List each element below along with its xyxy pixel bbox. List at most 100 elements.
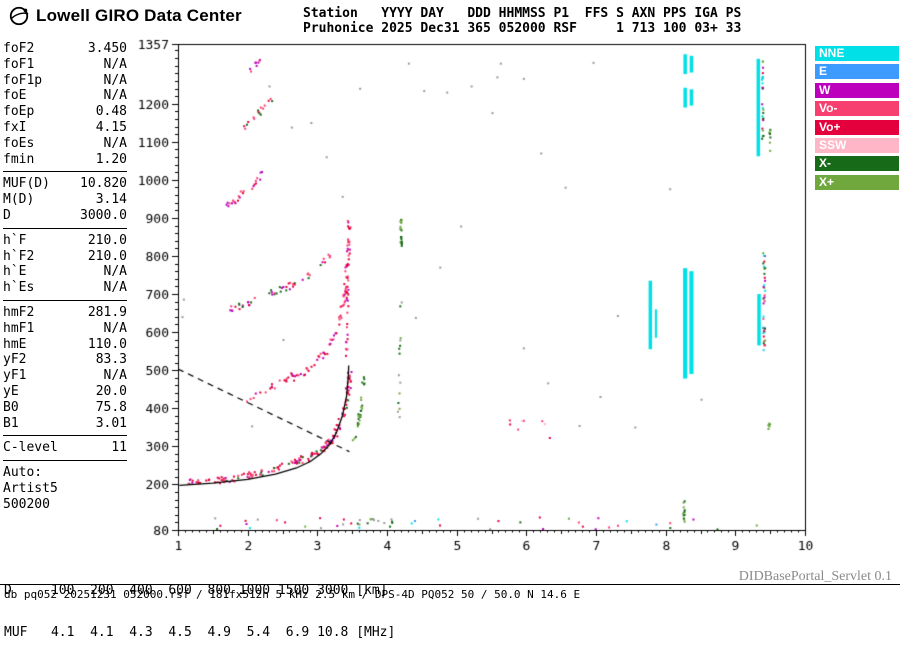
param-value: 11: [111, 440, 127, 456]
param-row-MUF(D): MUF(D) 10.820: [3, 176, 127, 192]
echo-direction-legend: NNE E W Vo- Vo+ SSW X- X+: [815, 46, 899, 193]
ionogram-plot[interactable]: [0, 0, 900, 600]
param-label: foF1: [3, 56, 35, 72]
legend-item-X+: X+: [815, 174, 899, 190]
status-line: db pq052 20251231 052000.rsf / 181fx512h…: [4, 588, 581, 601]
servlet-version-label: DIDBasePortal_Servlet 0.1: [738, 569, 892, 584]
param-value: N/A: [103, 264, 127, 280]
auto-scaler-info: Artist5: [3, 480, 58, 496]
station-header: Station YYYY DAY DDD HHMMSS P1 FFS S AXN…: [303, 6, 741, 36]
param-value: N/A: [103, 368, 127, 384]
auto-scaler-info: 500200: [3, 496, 50, 512]
param-row-B1: B1 3.01: [3, 416, 127, 432]
param-row-D: D 3000.0: [3, 208, 127, 224]
separator: [3, 299, 127, 301]
param-row-h`F: h`F 210.0: [3, 233, 127, 249]
param-row-B0: B0 75.8: [3, 400, 127, 416]
param-value: 10.820: [80, 176, 127, 192]
param-row-yF2: yF2 83.3: [3, 352, 127, 368]
param-row-foF2: foF2 3.450: [3, 41, 127, 57]
param-label: hmF1: [3, 320, 35, 336]
param-value: 3.14: [95, 192, 127, 208]
lowell-giro-logo[interactable]: Lowell GIRO Data Center: [8, 5, 242, 27]
distance-row: D 100 200 400 600 800 1000 1500 3000 [km…: [4, 583, 388, 598]
param-value: N/A: [103, 280, 127, 296]
logo-text: Lowell GIRO Data Center: [36, 6, 242, 25]
param-value: N/A: [103, 72, 127, 88]
param-row-yF1: yF1 N/A: [3, 368, 127, 384]
param-label: h`F2: [3, 248, 35, 264]
station-header-fields: Station YYYY DAY DDD HHMMSS P1 FFS S AXN…: [303, 6, 742, 21]
param-row-fmin: fmin 1.20: [3, 152, 127, 168]
param-label: yF1: [3, 368, 27, 384]
param-value: 20.0: [95, 383, 127, 399]
param-row-foE: foE N/A: [3, 88, 127, 104]
param-label: C-level: [3, 440, 58, 456]
param-value: N/A: [103, 135, 127, 151]
param-value: 281.9: [87, 304, 127, 320]
param-value: 4.15: [95, 119, 127, 135]
param-label: h`F: [3, 232, 27, 248]
param-row-h`E: h`E N/A: [3, 264, 127, 280]
separator: [3, 460, 127, 462]
param-label: h`Es: [3, 280, 35, 296]
legend-item-NNE: NNE: [815, 46, 899, 61]
auto-scaler-info: Auto:: [3, 465, 43, 481]
param-label: B1: [3, 415, 19, 431]
param-label: fxI: [3, 119, 27, 135]
param-label: yE: [3, 383, 19, 399]
legend-item-Vo+: Vo+: [815, 119, 899, 135]
footer-divider: [0, 584, 900, 585]
param-value: 110.0: [87, 336, 127, 352]
param-row-h`F2: h`F2 210.0: [3, 249, 127, 265]
parameter-panel: foF2 3.450 foF1 N/A foF1p N/A foE N/A foEp 0.48 fx…: [3, 41, 127, 513]
param-value: 210.0: [87, 232, 127, 248]
param-value: 210.0: [87, 248, 127, 264]
param-value: 3.450: [87, 41, 127, 56]
param-value: N/A: [103, 320, 127, 336]
param-row-foEp: foEp 0.48: [3, 104, 127, 120]
param-row-foEs: foEs N/A: [3, 136, 127, 152]
param-label: foF1p: [3, 72, 43, 88]
param-label: h`E: [3, 264, 27, 280]
param-row-foF1p: foF1p N/A: [3, 73, 127, 89]
legend-item-W: W: [815, 82, 899, 98]
station-header-values: Pruhonice 2025 Dec31 365 052000 RSF 1 71…: [303, 21, 742, 36]
param-row-fxI: fxI 4.15: [3, 120, 127, 136]
lowell-logo-icon: [9, 6, 29, 26]
legend-item-X-: X-: [815, 156, 899, 172]
param-label: D: [3, 207, 11, 223]
param-value: 3.01: [95, 415, 127, 431]
param-row-yE: yE 20.0: [3, 384, 127, 400]
param-label: yF2: [3, 352, 27, 368]
param-label: MUF(D): [3, 176, 50, 192]
legend-item-E: E: [815, 64, 899, 80]
param-value: N/A: [103, 88, 127, 104]
muf-row: MUF 4.1 4.1 4.3 4.5 4.9 5.4 6.9 10.8 [MH…: [4, 625, 396, 640]
param-value: 83.3: [95, 352, 127, 368]
separator: [3, 227, 127, 229]
param-label: foF2: [3, 41, 35, 56]
param-value: 3000.0: [80, 207, 127, 223]
param-value: 1.20: [95, 151, 127, 167]
param-value: 0.48: [95, 104, 127, 120]
separator: [3, 171, 127, 173]
legend-item-Vo-: Vo-: [815, 101, 899, 117]
param-label: hmF2: [3, 304, 35, 320]
param-label: foE: [3, 88, 27, 104]
param-row-hmE: hmE 110.0: [3, 337, 127, 353]
param-label: B0: [3, 399, 19, 415]
separator: [3, 435, 127, 437]
param-row-C-level: C-level 11: [3, 440, 127, 456]
param-row-foF1: foF1 N/A: [3, 57, 127, 73]
param-label: foEs: [3, 135, 35, 151]
muf-table: D 100 200 400 600 800 1000 1500 3000 [km…: [4, 556, 395, 654]
param-label: hmE: [3, 336, 27, 352]
param-value: 75.8: [95, 399, 127, 415]
param-label: foEp: [3, 104, 35, 120]
legend-item-SSW: SSW: [815, 137, 899, 153]
param-value: N/A: [103, 56, 127, 72]
param-row-M(D): M(D) 3.14: [3, 192, 127, 208]
param-row-hmF1: hmF1 N/A: [3, 321, 127, 337]
param-label: M(D): [3, 192, 35, 208]
